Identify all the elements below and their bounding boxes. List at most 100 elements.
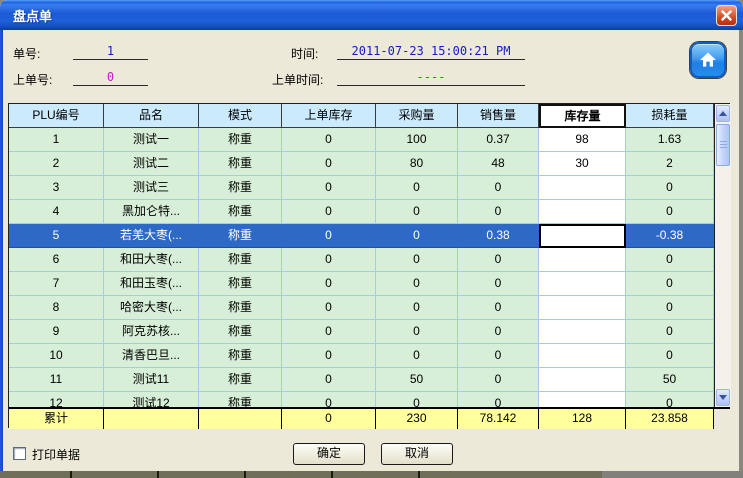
column-header-prev_stock: 上单库存 — [282, 104, 376, 128]
cell-stock[interactable] — [539, 176, 626, 200]
cell-mode: 称重 — [199, 296, 282, 320]
table-row[interactable]: 9 阿克苏核... 称重 0 0 0 0 — [9, 320, 714, 344]
cell-loss: 50 — [626, 368, 714, 392]
table-header-row: PLU编号 品名 模式 上单库存 采购量 销售量 库存量 损耗量 — [9, 104, 714, 128]
cell-loss: 0 — [626, 392, 714, 407]
cell-prev_stock: 0 — [282, 176, 376, 200]
cell-stock[interactable] — [539, 200, 626, 224]
ok-button[interactable]: 确定 — [293, 443, 365, 465]
cell-purchase: 0 — [376, 272, 458, 296]
cell-purchase: 0 — [376, 344, 458, 368]
chevron-up-icon — [719, 111, 727, 116]
window-title: 盘点单 — [13, 9, 53, 24]
cell-loss: 0 — [626, 344, 714, 368]
cell-purchase: 0 — [376, 224, 458, 248]
window-left-border — [0, 30, 3, 471]
backdrop-right-strip — [739, 30, 743, 478]
cell-prev_stock: 0 — [282, 248, 376, 272]
cell-plu: 7 — [9, 272, 104, 296]
cell-stock[interactable] — [539, 344, 626, 368]
cell-prev_stock: 0 — [282, 224, 376, 248]
cell-stock[interactable] — [539, 224, 626, 248]
table-row[interactable]: 10 清香巴旦... 称重 0 0 0 0 — [9, 344, 714, 368]
column-header-mode: 模式 — [199, 104, 282, 128]
table-row[interactable]: 11 测试11 称重 0 50 0 50 — [9, 368, 714, 392]
scrollbar-thumb[interactable] — [716, 124, 730, 166]
table-row[interactable]: 8 哈密大枣(... 称重 0 0 0 0 — [9, 296, 714, 320]
prev-time-value: ---- — [337, 70, 525, 86]
order-no-value: 1 — [73, 44, 148, 60]
cell-sales: 48 — [458, 152, 539, 176]
cell-sales: 0 — [458, 176, 539, 200]
table-row[interactable]: 1 测试一 称重 0 100 0.37 98 1.63 — [9, 128, 714, 152]
table-row[interactable]: 12 测试12 称重 0 0 0 0 — [9, 392, 714, 407]
scroll-down-button[interactable] — [716, 389, 730, 406]
cell-sales: 0 — [458, 296, 539, 320]
close-icon — [721, 10, 732, 21]
totals-stock: 128 — [539, 409, 626, 429]
cell-sales: 0 — [458, 272, 539, 296]
print-checkbox[interactable] — [13, 447, 26, 460]
scroll-up-button[interactable] — [716, 105, 730, 122]
cell-stock[interactable] — [539, 368, 626, 392]
column-header-loss: 损耗量 — [626, 104, 714, 128]
cell-prev_stock: 0 — [282, 128, 376, 152]
totals-row: 累计 0 230 78.142 128 23.858 — [9, 407, 714, 429]
home-button[interactable] — [690, 42, 726, 78]
totals-name — [104, 409, 199, 429]
cell-purchase: 100 — [376, 128, 458, 152]
home-icon — [700, 52, 716, 67]
cell-mode: 称重 — [199, 248, 282, 272]
backdrop-bottom-strip — [0, 471, 743, 478]
cell-name: 和田大枣(... — [104, 248, 199, 272]
time-label: 时间: — [291, 47, 319, 61]
cell-name: 测试12 — [104, 392, 199, 407]
cell-purchase: 50 — [376, 368, 458, 392]
cell-stock[interactable] — [539, 320, 626, 344]
cell-stock[interactable] — [539, 272, 626, 296]
cell-plu: 1 — [9, 128, 104, 152]
cell-prev_stock: 0 — [282, 200, 376, 224]
cell-plu: 9 — [9, 320, 104, 344]
cell-stock[interactable] — [539, 248, 626, 272]
cancel-button[interactable]: 取消 — [381, 443, 453, 465]
chevron-down-icon — [719, 395, 727, 400]
cell-name: 和田玉枣(... — [104, 272, 199, 296]
cell-stock[interactable] — [539, 296, 626, 320]
cell-name: 阿克苏核... — [104, 320, 199, 344]
table-scrollbar[interactable] — [714, 104, 731, 407]
cell-stock[interactable]: 98 — [539, 128, 626, 152]
cell-mode: 称重 — [199, 176, 282, 200]
cell-plu: 4 — [9, 200, 104, 224]
totals-loss: 23.858 — [626, 409, 714, 429]
cell-sales: 0.37 — [458, 128, 539, 152]
table-row[interactable]: 7 和田玉枣(... 称重 0 0 0 0 — [9, 272, 714, 296]
totals-label: 累计 — [9, 409, 104, 429]
cell-mode: 称重 — [199, 368, 282, 392]
cell-name: 测试11 — [104, 368, 199, 392]
cell-sales: 0 — [458, 368, 539, 392]
title-bar[interactable]: 盘点单 — [0, 0, 743, 30]
table-row[interactable]: 5 若羌大枣(... 称重 0 0 0.38 -0.38 — [9, 224, 714, 248]
table-row[interactable]: 4 黑加仑特... 称重 0 0 0 0 — [9, 200, 714, 224]
column-header-purchase: 采购量 — [376, 104, 458, 128]
cell-stock[interactable]: 30 — [539, 152, 626, 176]
column-header-stock: 库存量 — [539, 104, 626, 128]
cell-sales: 0 — [458, 344, 539, 368]
cell-plu: 6 — [9, 248, 104, 272]
cell-plu: 3 — [9, 176, 104, 200]
table-row[interactable]: 3 测试三 称重 0 0 0 0 — [9, 176, 714, 200]
cell-stock[interactable] — [539, 392, 626, 407]
cell-prev_stock: 0 — [282, 296, 376, 320]
close-button[interactable] — [716, 5, 737, 26]
table-row[interactable]: 2 测试二 称重 0 80 48 30 2 — [9, 152, 714, 176]
table-row[interactable]: 6 和田大枣(... 称重 0 0 0 0 — [9, 248, 714, 272]
cell-name: 哈密大枣(... — [104, 296, 199, 320]
cell-mode: 称重 — [199, 320, 282, 344]
cell-loss: 0 — [626, 248, 714, 272]
cell-plu: 11 — [9, 368, 104, 392]
cell-name: 黑加仑特... — [104, 200, 199, 224]
cell-mode: 称重 — [199, 392, 282, 407]
cell-sales: 0 — [458, 200, 539, 224]
time-value: 2011-07-23 15:00:21 PM — [337, 44, 525, 60]
